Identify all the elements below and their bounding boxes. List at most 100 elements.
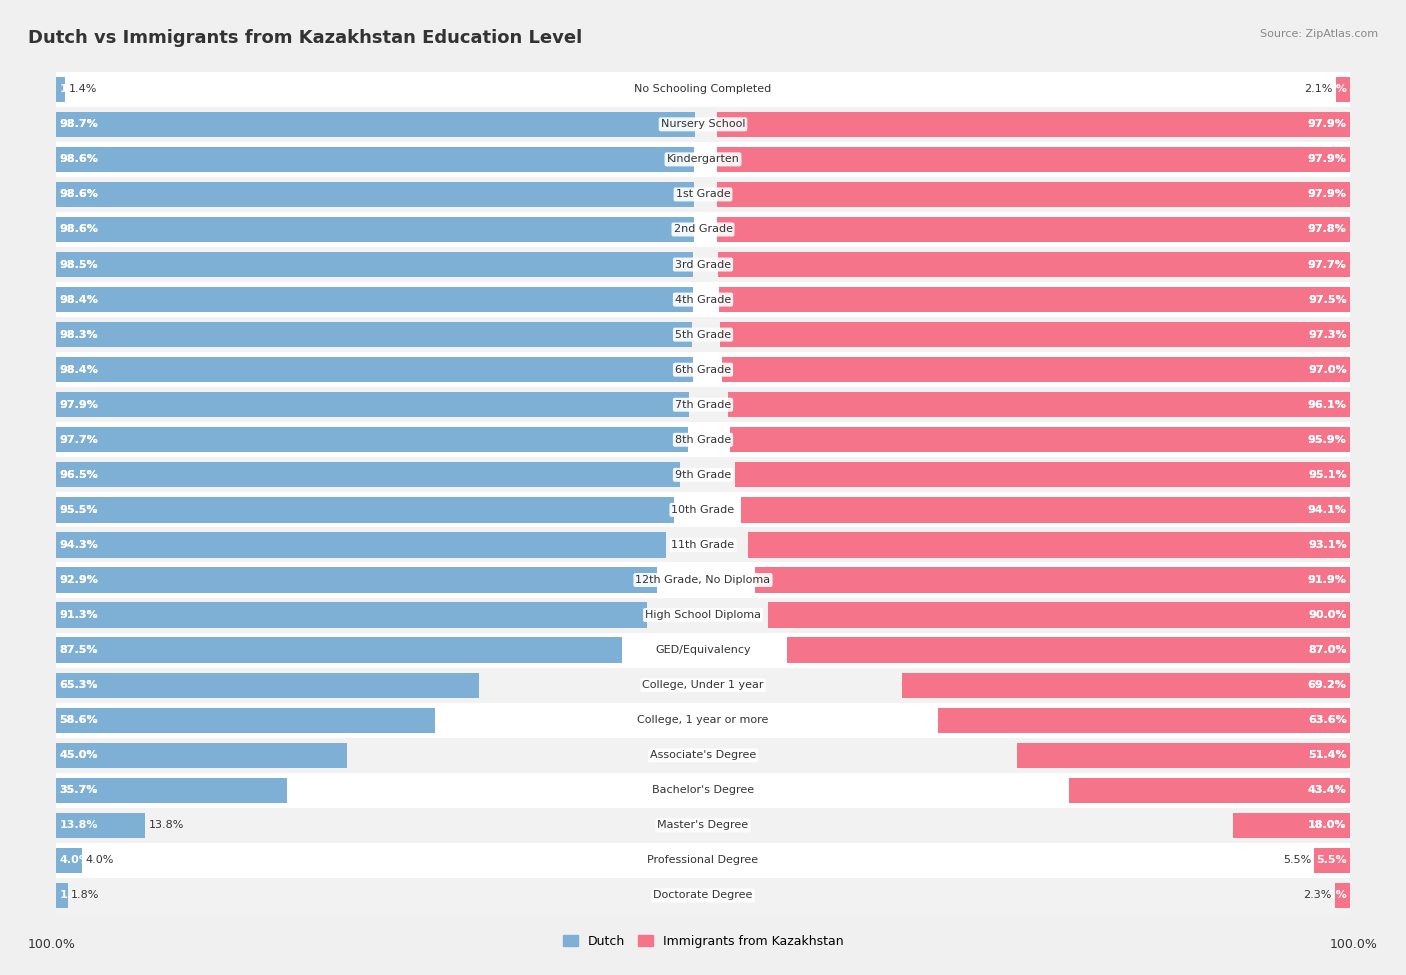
Bar [56, 703, 1350, 738]
Bar [728, 392, 1350, 417]
Bar [56, 808, 1350, 843]
Text: 43.4%: 43.4% [1308, 785, 1347, 796]
Bar [1069, 778, 1350, 803]
Bar [720, 287, 1350, 312]
Bar [56, 287, 693, 312]
Text: 97.9%: 97.9% [59, 400, 98, 410]
Text: 90.0%: 90.0% [1308, 610, 1347, 620]
Text: 45.0%: 45.0% [59, 750, 98, 760]
Bar [730, 427, 1350, 452]
Bar [56, 112, 695, 136]
Bar [717, 147, 1350, 172]
Text: 91.9%: 91.9% [1308, 575, 1347, 585]
Text: Professional Degree: Professional Degree [647, 855, 759, 866]
Text: 11th Grade: 11th Grade [672, 540, 734, 550]
Bar [720, 322, 1350, 347]
Bar [938, 708, 1350, 733]
Text: 2nd Grade: 2nd Grade [673, 224, 733, 235]
Text: 98.3%: 98.3% [59, 330, 98, 339]
Bar [768, 603, 1350, 628]
Bar [755, 567, 1350, 593]
Text: 98.7%: 98.7% [59, 119, 98, 130]
Text: 97.9%: 97.9% [1308, 154, 1347, 165]
Bar [56, 882, 67, 908]
Text: 97.8%: 97.8% [1308, 224, 1347, 235]
Bar [56, 497, 673, 523]
Bar [56, 216, 695, 242]
Text: 97.9%: 97.9% [1308, 154, 1347, 165]
Bar [56, 567, 657, 593]
Text: 97.7%: 97.7% [59, 435, 98, 445]
Text: 63.6%: 63.6% [1308, 716, 1347, 725]
Text: 94.1%: 94.1% [1308, 505, 1347, 515]
Text: 97.3%: 97.3% [1308, 330, 1347, 339]
Bar [787, 638, 1350, 663]
Text: Nursery School: Nursery School [661, 119, 745, 130]
Text: 98.6%: 98.6% [59, 224, 98, 235]
Bar [735, 462, 1350, 488]
Text: 95.9%: 95.9% [1308, 435, 1347, 445]
Text: 1.4%: 1.4% [69, 84, 97, 95]
Bar [56, 843, 1350, 878]
Bar [56, 633, 1350, 668]
Text: 91.3%: 91.3% [59, 610, 98, 620]
Text: 97.9%: 97.9% [1308, 119, 1347, 130]
Text: 97.7%: 97.7% [1308, 259, 1347, 269]
Bar [56, 878, 1350, 913]
Text: 90.0%: 90.0% [1308, 610, 1347, 620]
Text: 8th Grade: 8th Grade [675, 435, 731, 445]
Text: Doctorate Degree: Doctorate Degree [654, 890, 752, 901]
Legend: Dutch, Immigrants from Kazakhstan: Dutch, Immigrants from Kazakhstan [558, 930, 848, 953]
Text: Kindergarten: Kindergarten [666, 154, 740, 165]
Text: No Schooling Completed: No Schooling Completed [634, 84, 772, 95]
Text: 97.9%: 97.9% [59, 400, 98, 410]
Bar [718, 252, 1350, 277]
Bar [56, 176, 1350, 212]
Text: 69.2%: 69.2% [1308, 681, 1347, 690]
Bar [56, 247, 1350, 282]
Bar [56, 638, 621, 663]
Text: 92.9%: 92.9% [59, 575, 98, 585]
Text: Source: ZipAtlas.com: Source: ZipAtlas.com [1260, 29, 1378, 39]
Text: 13.8%: 13.8% [59, 820, 98, 831]
Bar [56, 317, 1350, 352]
Bar [1233, 813, 1350, 838]
Text: 87.5%: 87.5% [59, 645, 98, 655]
Text: 94.3%: 94.3% [59, 540, 98, 550]
Text: 91.3%: 91.3% [59, 610, 98, 620]
Text: 10th Grade: 10th Grade [672, 505, 734, 515]
Text: 13.8%: 13.8% [149, 820, 184, 831]
Text: 65.3%: 65.3% [59, 681, 98, 690]
Text: Dutch vs Immigrants from Kazakhstan Education Level: Dutch vs Immigrants from Kazakhstan Educ… [28, 29, 582, 47]
Text: 98.7%: 98.7% [59, 119, 98, 130]
Bar [1018, 743, 1350, 768]
Text: 9th Grade: 9th Grade [675, 470, 731, 480]
Text: 1st Grade: 1st Grade [676, 189, 730, 200]
Bar [56, 352, 1350, 387]
Text: 98.4%: 98.4% [59, 365, 98, 374]
Bar [56, 72, 1350, 107]
Text: 2.1%: 2.1% [1316, 84, 1347, 95]
Text: 98.6%: 98.6% [59, 154, 98, 165]
Text: 98.4%: 98.4% [59, 294, 98, 304]
Bar [56, 107, 1350, 141]
Text: Associate's Degree: Associate's Degree [650, 750, 756, 760]
Bar [717, 112, 1350, 136]
Text: 98.6%: 98.6% [59, 154, 98, 165]
Text: 100.0%: 100.0% [28, 938, 76, 951]
Text: 96.1%: 96.1% [1308, 400, 1347, 410]
Bar [56, 282, 1350, 317]
Text: 97.0%: 97.0% [1308, 365, 1347, 374]
Bar [56, 147, 695, 172]
Bar [1334, 882, 1350, 908]
Text: 95.9%: 95.9% [1308, 435, 1347, 445]
Text: 51.4%: 51.4% [1308, 750, 1347, 760]
Text: 94.1%: 94.1% [1308, 505, 1347, 515]
Bar [56, 598, 1350, 633]
Bar [56, 457, 1350, 492]
Text: 97.9%: 97.9% [1308, 119, 1347, 130]
Bar [56, 427, 688, 452]
Bar [56, 532, 666, 558]
Bar [56, 743, 347, 768]
Text: 2.3%: 2.3% [1303, 890, 1331, 901]
